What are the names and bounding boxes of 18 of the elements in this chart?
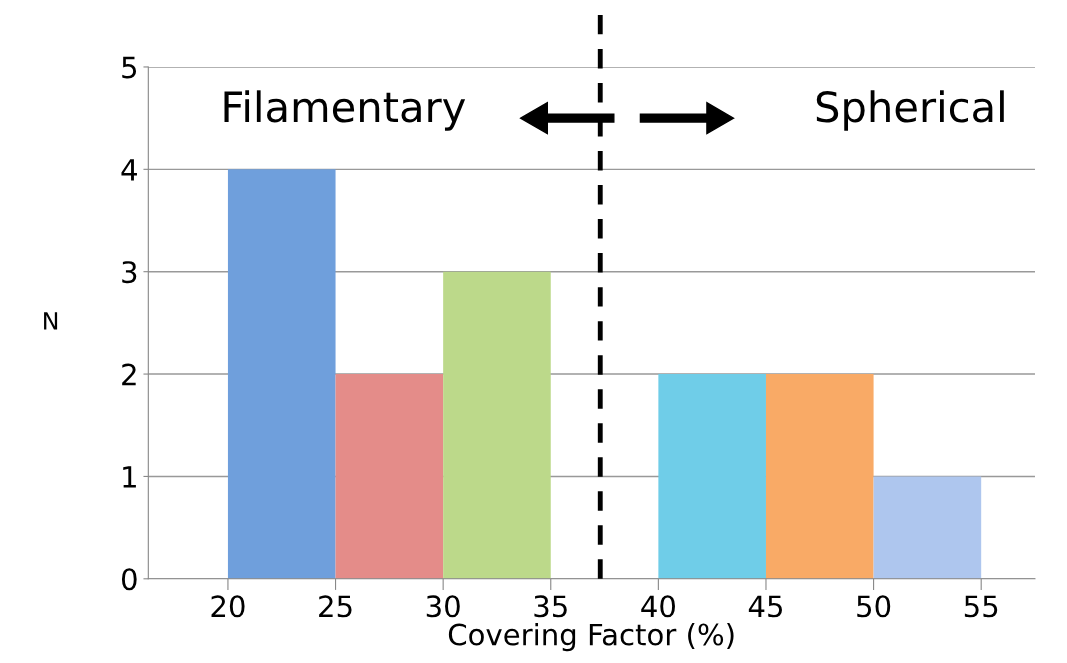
y-tick-label: 1 bbox=[123, 466, 136, 488]
y-tick-label: 3 bbox=[122, 261, 137, 284]
y-tick-label: 4 bbox=[121, 159, 137, 181]
x-axis-title: Covering Factor (%) bbox=[448, 623, 734, 652]
annotation: Filamentary bbox=[224, 90, 466, 131]
x-tick-label: 20 bbox=[211, 595, 245, 618]
y-axis-title: N bbox=[44, 312, 58, 330]
y-tick-label: 5 bbox=[122, 56, 137, 79]
x-tick-label: 45 bbox=[748, 595, 782, 618]
x-tick-label: 30 bbox=[426, 595, 460, 618]
x-tick-label: 40 bbox=[641, 595, 675, 618]
y-tick-label: 0 bbox=[121, 568, 137, 591]
x-tick-label: 35 bbox=[534, 595, 567, 618]
x-tick-label: 25 bbox=[319, 595, 352, 618]
annotation: Spherical bbox=[816, 90, 1004, 131]
x-tick-label: 50 bbox=[857, 595, 891, 618]
y-tick-label: 2 bbox=[122, 363, 136, 386]
x-tick-label: 55 bbox=[964, 595, 998, 618]
